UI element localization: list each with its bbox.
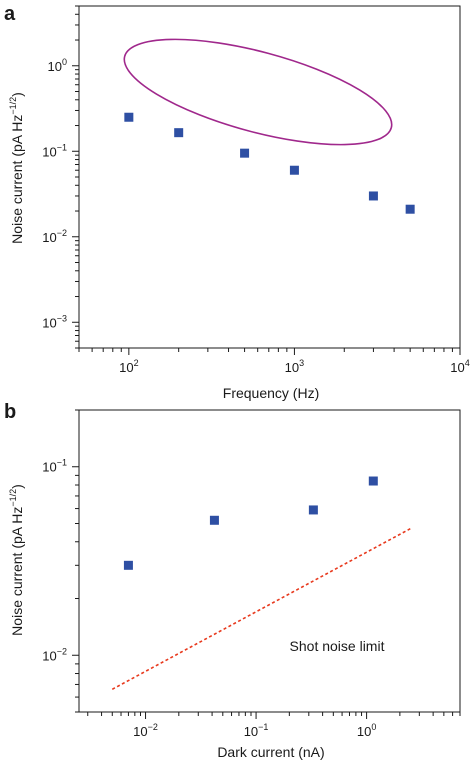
y-tick-exp: −1 <box>57 458 67 468</box>
y-tick-label: 10−2 <box>42 646 67 663</box>
x-axis-label-a: Frequency (Hz) <box>223 385 319 401</box>
highlight-ellipse <box>123 38 393 146</box>
x-tick-label: 104 <box>450 358 469 375</box>
x-tick-exp: −1 <box>258 722 268 732</box>
y-tick-base: 10 <box>42 230 56 245</box>
x-tick-label: 100 <box>357 722 376 739</box>
data-point <box>209 515 219 525</box>
panel-letter-a: a <box>4 3 16 25</box>
y-axis-label-b: Noise current (pA Hz−1/2) <box>8 484 25 636</box>
x-axis-label-b: Dark current (nA) <box>217 744 324 760</box>
y-tick-base: 10 <box>42 460 56 475</box>
x-tick-label: 10−1 <box>244 722 269 739</box>
panel-letter-b: b <box>4 401 16 423</box>
x-tick-exp: −2 <box>148 722 158 732</box>
y-axis-label-a: Noise current (pA Hz−1/2) <box>8 92 25 244</box>
x-tick-base: 10 <box>244 724 258 739</box>
y-axis-label-a-main: Noise current (pA Hz <box>9 115 25 244</box>
data-point <box>240 148 250 158</box>
y-tick-base: 10 <box>42 144 56 159</box>
data-point <box>124 112 134 122</box>
x-tick-base: 10 <box>285 360 299 375</box>
x-tick-label: 10−2 <box>133 722 158 739</box>
data-point <box>368 191 378 201</box>
y-tick-label: 100 <box>48 57 67 74</box>
y-tick-exp: −3 <box>57 313 67 323</box>
shot-noise-line <box>111 527 411 690</box>
y-axis-label-b-close: ) <box>9 484 25 489</box>
x-tick-base: 10 <box>119 360 133 375</box>
x-tick-exp: 2 <box>134 358 139 368</box>
x-tick-exp: 3 <box>299 358 304 368</box>
x-tick-label: 103 <box>285 358 304 375</box>
y-tick-exp: −2 <box>57 646 67 656</box>
plot-frame <box>78 5 461 349</box>
data-point <box>289 165 299 175</box>
y-tick-exp: −1 <box>57 142 67 152</box>
y-axis-label-a-exp: −1/2 <box>8 97 18 115</box>
y-tick-exp: 0 <box>62 57 67 67</box>
y-tick-label: 10−2 <box>42 228 67 245</box>
x-tick-label: 102 <box>119 358 138 375</box>
plot-frame <box>78 409 461 713</box>
data-point <box>308 505 318 515</box>
y-tick-label: 10−1 <box>42 142 67 159</box>
data-point <box>368 476 378 486</box>
y-tick-label: 10−1 <box>42 458 67 475</box>
y-axis-label-b-main: Noise current (pA Hz <box>9 507 25 636</box>
shot-noise-limit-label: Shot noise limit <box>290 638 385 654</box>
x-tick-exp: 0 <box>371 722 376 732</box>
x-tick-base: 10 <box>450 360 464 375</box>
y-tick-base: 10 <box>42 648 56 663</box>
data-point <box>174 128 184 138</box>
data-point <box>123 560 133 570</box>
x-tick-base: 10 <box>357 724 371 739</box>
x-tick-base: 10 <box>133 724 147 739</box>
y-tick-exp: −2 <box>57 228 67 238</box>
x-tick-exp: 4 <box>465 358 470 368</box>
y-tick-label: 10−3 <box>42 313 67 330</box>
y-axis-label-b-exp: −1/2 <box>8 489 18 507</box>
y-axis-label-a-close: ) <box>9 92 25 97</box>
y-tick-base: 10 <box>42 315 56 330</box>
data-point <box>405 204 415 214</box>
y-tick-base: 10 <box>48 59 62 74</box>
